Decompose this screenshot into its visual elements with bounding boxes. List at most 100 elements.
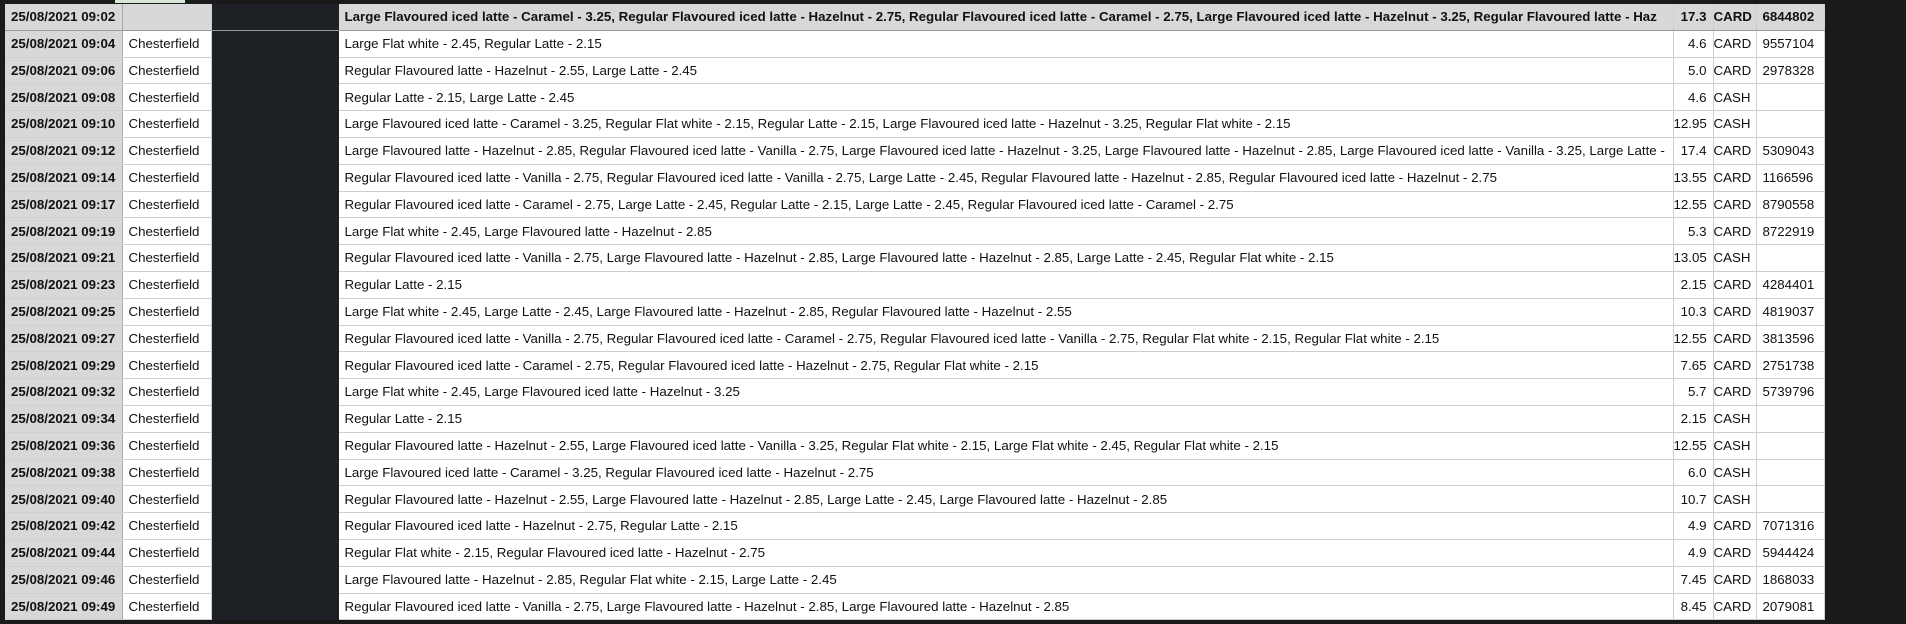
cell-card-number[interactable]: 7071316	[1756, 512, 1825, 540]
cell-location[interactable]: Chesterfield	[122, 566, 212, 594]
cell-order-items[interactable]: Large Flat white - 2.45, Large Flavoured…	[338, 217, 1674, 246]
cell-location[interactable]: Chesterfield	[122, 325, 212, 353]
cell-total[interactable]: 2.15	[1673, 271, 1714, 299]
cell-location[interactable]: Chesterfield	[122, 539, 212, 567]
cell-total[interactable]: 4.6	[1673, 30, 1714, 58]
cell-total[interactable]: 10.3	[1673, 298, 1714, 326]
table-row[interactable]: 25/08/2021 09:42 Chesterfield Regular Flav…	[5, 512, 1825, 540]
cell-order-items[interactable]: Large Flavoured iced latte - Caramel - 3…	[338, 4, 1674, 31]
table-row[interactable]: 25/08/2021 09:23 Chesterfield Regular Latt…	[5, 271, 1825, 299]
cell-card-number[interactable]: 1868033	[1756, 566, 1825, 594]
cell-datetime[interactable]: 25/08/2021 09:44	[5, 539, 123, 567]
cell-payment-type[interactable]: CARD	[1713, 57, 1757, 85]
table-row[interactable]: 25/08/2021 09:19 Chesterfield Large Flat w…	[5, 217, 1825, 246]
cell-payment-type[interactable]: CARD	[1713, 30, 1757, 58]
cell-payment-type[interactable]: CARD	[1713, 325, 1757, 353]
cell-datetime[interactable]: 25/08/2021 09:23	[5, 271, 123, 299]
cell-order-items[interactable]: Regular Flavoured iced latte - Hazelnut …	[338, 512, 1674, 540]
cell-order-items[interactable]: Large Flat white - 2.45, Large Flavoured…	[338, 378, 1674, 406]
cell-location[interactable]: Chesterfield	[122, 57, 212, 85]
table-row[interactable]: 25/08/2021 09:10 Chesterfield Large Flavou…	[5, 110, 1825, 138]
cell-payment-type[interactable]: CASH	[1713, 110, 1757, 138]
cell-total[interactable]: 12.55	[1673, 191, 1714, 219]
cell-location[interactable]: Chesterfield	[122, 110, 212, 138]
cell-card-number[interactable]	[1756, 405, 1825, 433]
cell-total[interactable]: 13.05	[1673, 244, 1714, 272]
table-row[interactable]: 25/08/2021 09:17 Chesterfield Regular Flav…	[5, 191, 1825, 219]
cell-payment-type[interactable]: CARD	[1713, 164, 1757, 192]
cell-order-items[interactable]: Regular Latte - 2.15	[338, 271, 1674, 299]
cell-payment-type[interactable]: CARD	[1713, 512, 1757, 540]
cell-datetime[interactable]: 25/08/2021 09:32	[5, 378, 123, 406]
cell-card-number[interactable]	[1756, 459, 1825, 487]
cell-total[interactable]: 13.55	[1673, 164, 1714, 192]
cell-card-number[interactable]	[1756, 83, 1825, 112]
cell-total[interactable]: 8.45	[1673, 593, 1714, 621]
cell-order-items[interactable]: Regular Flavoured latte - Hazelnut - 2.5…	[338, 485, 1674, 514]
cell-datetime[interactable]: 25/08/2021 09:25	[5, 298, 123, 326]
cell-location[interactable]: Chesterfield	[122, 30, 212, 58]
cell-location[interactable]: Chesterfield	[122, 244, 212, 272]
cell-payment-type[interactable]: CARD	[1713, 191, 1757, 219]
cell-payment-type[interactable]: CARD	[1713, 351, 1757, 380]
table-row[interactable]: 25/08/2021 09:04 Chesterfield Large Flat w…	[5, 30, 1825, 58]
cell-order-items[interactable]: Regular Flavoured iced latte - Vanilla -…	[338, 164, 1674, 192]
cell-datetime[interactable]: 25/08/2021 09:04	[5, 30, 123, 58]
table-row[interactable]: 25/08/2021 09:32 Chesterfield Large Flat w…	[5, 378, 1825, 406]
cell-order-items[interactable]: Regular Flavoured iced latte - Vanilla -…	[338, 244, 1674, 272]
cell-location[interactable]: Chesterfield	[122, 351, 212, 380]
cell-total[interactable]: 17.3	[1673, 4, 1714, 31]
table-row[interactable]: 25/08/2021 09:14 Chesterfield Regular Flav…	[5, 164, 1825, 192]
cell-payment-type[interactable]: CARD	[1713, 4, 1757, 31]
table-row[interactable]: 25/08/2021 09:29 Chesterfield Regular Flav…	[5, 351, 1825, 380]
cell-location[interactable]: Chesterfield	[122, 191, 212, 219]
cell-datetime[interactable]: 25/08/2021 09:38	[5, 459, 123, 487]
cell-datetime[interactable]: 25/08/2021 09:02	[5, 4, 123, 31]
cell-card-number[interactable]: 2751738	[1756, 351, 1825, 380]
cell-card-number[interactable]: 6844802	[1756, 4, 1825, 31]
cell-location[interactable]: Chesterfield	[122, 378, 212, 406]
cell-total[interactable]: 10.7	[1673, 485, 1714, 514]
table-row[interactable]: 25/08/2021 09:21 Chesterfield Regular Flav…	[5, 244, 1825, 272]
cell-order-items[interactable]: Large Flat white - 2.45, Large Latte - 2…	[338, 298, 1674, 326]
cell-order-items[interactable]: Large Flat white - 2.45, Regular Latte -…	[338, 30, 1674, 58]
cell-payment-type[interactable]: CASH	[1713, 405, 1757, 433]
cell-location[interactable]: Chesterfield	[122, 271, 212, 299]
cell-datetime[interactable]: 25/08/2021 09:36	[5, 432, 123, 460]
cell-card-number[interactable]: 4284401	[1756, 271, 1825, 299]
cell-payment-type[interactable]: CARD	[1713, 137, 1757, 165]
cell-datetime[interactable]: 25/08/2021 09:08	[5, 83, 123, 112]
table-row[interactable]: 25/08/2021 09:25 Chesterfield Large Flat w…	[5, 298, 1825, 326]
cell-total[interactable]: 2.15	[1673, 405, 1714, 433]
cell-datetime[interactable]: 25/08/2021 09:06	[5, 57, 123, 85]
cell-location[interactable]: Chesterfield	[122, 512, 212, 540]
cell-payment-type[interactable]: CARD	[1713, 378, 1757, 406]
cell-datetime[interactable]: 25/08/2021 09:42	[5, 512, 123, 540]
table-row[interactable]: 25/08/2021 09:08 Chesterfield Regular Latt…	[5, 83, 1825, 112]
cell-datetime[interactable]: 25/08/2021 09:17	[5, 191, 123, 219]
table-row[interactable]: 25/08/2021 09:02 Large Flavoured iced lat…	[5, 4, 1825, 31]
cell-card-number[interactable]: 1166596	[1756, 164, 1825, 192]
cell-location[interactable]: Chesterfield	[122, 137, 212, 165]
table-row[interactable]: 25/08/2021 09:46 Chesterfield Large Flavou…	[5, 566, 1825, 594]
cell-card-number[interactable]: 9557104	[1756, 30, 1825, 58]
cell-card-number[interactable]: 8790558	[1756, 191, 1825, 219]
cell-total[interactable]: 6.0	[1673, 459, 1714, 487]
cell-total[interactable]: 12.55	[1673, 432, 1714, 460]
cell-total[interactable]: 5.3	[1673, 217, 1714, 246]
cell-datetime[interactable]: 25/08/2021 09:46	[5, 566, 123, 594]
cell-order-items[interactable]: Regular Latte - 2.15	[338, 405, 1674, 433]
cell-datetime[interactable]: 25/08/2021 09:49	[5, 593, 123, 621]
cell-location[interactable]: Chesterfield	[122, 405, 212, 433]
cell-total[interactable]: 4.9	[1673, 539, 1714, 567]
cell-card-number[interactable]: 5944424	[1756, 539, 1825, 567]
cell-order-items[interactable]: Large Flavoured iced latte - Caramel - 3…	[338, 459, 1674, 487]
cell-card-number[interactable]: 5309043	[1756, 137, 1825, 165]
cell-card-number[interactable]	[1756, 244, 1825, 272]
cell-total[interactable]: 4.6	[1673, 83, 1714, 112]
cell-datetime[interactable]: 25/08/2021 09:12	[5, 137, 123, 165]
cell-order-items[interactable]: Regular Flat white - 2.15, Regular Flavo…	[338, 539, 1674, 567]
cell-location[interactable]: Chesterfield	[122, 217, 212, 246]
table-row[interactable]: 25/08/2021 09:34 Chesterfield Regular Latt…	[5, 405, 1825, 433]
cell-payment-type[interactable]: CARD	[1713, 217, 1757, 246]
